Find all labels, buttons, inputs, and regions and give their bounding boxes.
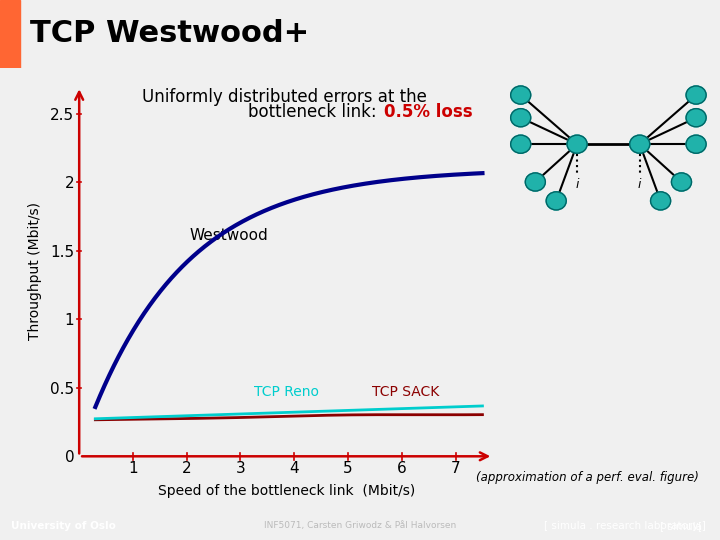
Circle shape [686,109,706,127]
Text: INF5071, Carsten Griwodz & Pål Halvorsen: INF5071, Carsten Griwodz & Pål Halvorsen [264,522,456,530]
Text: 0.5% loss: 0.5% loss [384,103,472,121]
Text: bottleneck link:: bottleneck link: [248,103,382,121]
Text: [: [ [698,521,706,531]
Text: i: i [638,178,642,191]
Circle shape [567,135,587,153]
Circle shape [630,135,649,153]
Circle shape [651,192,670,210]
Circle shape [672,173,691,191]
Circle shape [510,135,531,153]
Bar [0,0,20,68]
Text: University of Oslo: University of Oslo [11,521,116,531]
Text: i: i [575,178,579,191]
Text: TCP Westwood+: TCP Westwood+ [30,19,310,48]
X-axis label: Speed of the bottleneck link  (Mbit/s): Speed of the bottleneck link (Mbit/s) [158,484,415,498]
Text: TCP Reno: TCP Reno [254,385,319,399]
Circle shape [686,135,706,153]
Circle shape [526,173,545,191]
Text: [ simula . research laboratory ]: [ simula . research laboratory ] [544,521,706,531]
Text: [ simula: [ simula [660,521,702,531]
Circle shape [546,192,566,210]
Text: TCP SACK: TCP SACK [372,385,439,399]
Text: (approximation of a perf. eval. figure): (approximation of a perf. eval. figure) [475,471,698,484]
Text: Uniformly distributed errors at the: Uniformly distributed errors at the [142,88,427,106]
Circle shape [510,109,531,127]
Y-axis label: Throughput (Mbit/s): Throughput (Mbit/s) [28,202,42,340]
Circle shape [510,86,531,104]
Circle shape [686,86,706,104]
Text: Westwood: Westwood [189,227,268,242]
